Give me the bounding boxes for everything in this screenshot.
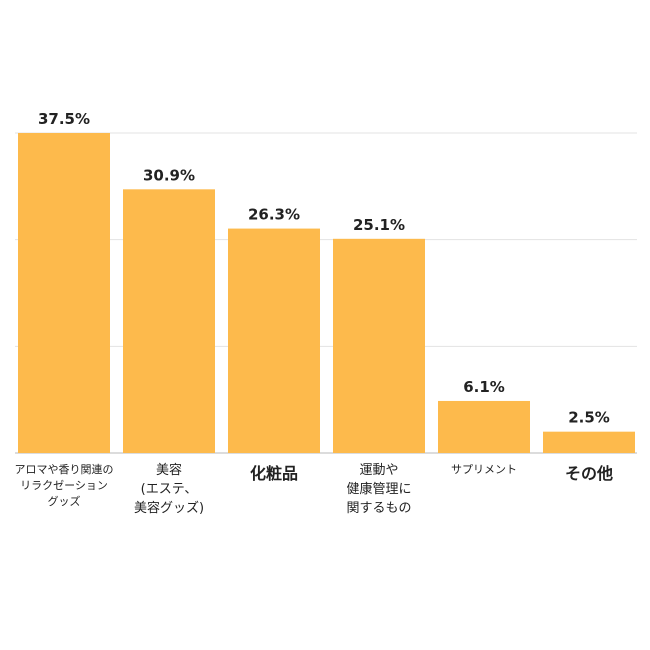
bar	[333, 238, 425, 453]
gridlines	[15, 132, 637, 454]
bar-value-label: 26.3%	[248, 206, 300, 224]
bar	[18, 133, 110, 453]
bar	[228, 228, 320, 453]
category-label-supplements: サプリメント	[451, 463, 517, 476]
bars	[18, 133, 635, 453]
category-label-other: その他	[564, 464, 613, 483]
bar-value-label: 25.1%	[353, 216, 405, 234]
category-label-cosmetics: 化粧品	[249, 464, 298, 483]
bar	[123, 189, 215, 453]
bar-value-label: 37.5%	[38, 110, 90, 128]
bar	[438, 400, 530, 453]
bar-value-label: 6.1%	[463, 378, 505, 396]
bar	[543, 431, 635, 453]
bar-value-label: 30.9%	[143, 166, 195, 184]
category-label-beauty: 美容 (エステ、 美容グッズ)	[133, 463, 205, 516]
category-label-aroma: アロマや香り関連の リラクゼーション グッズ	[14, 463, 114, 508]
value-labels: 37.5% 30.9% 26.3% 25.1% 6.1% 2.5%	[38, 110, 610, 427]
category-label-exercise-health: 運動や 健康管理に 関するもの	[346, 463, 412, 516]
bar-value-label: 2.5%	[568, 409, 610, 427]
